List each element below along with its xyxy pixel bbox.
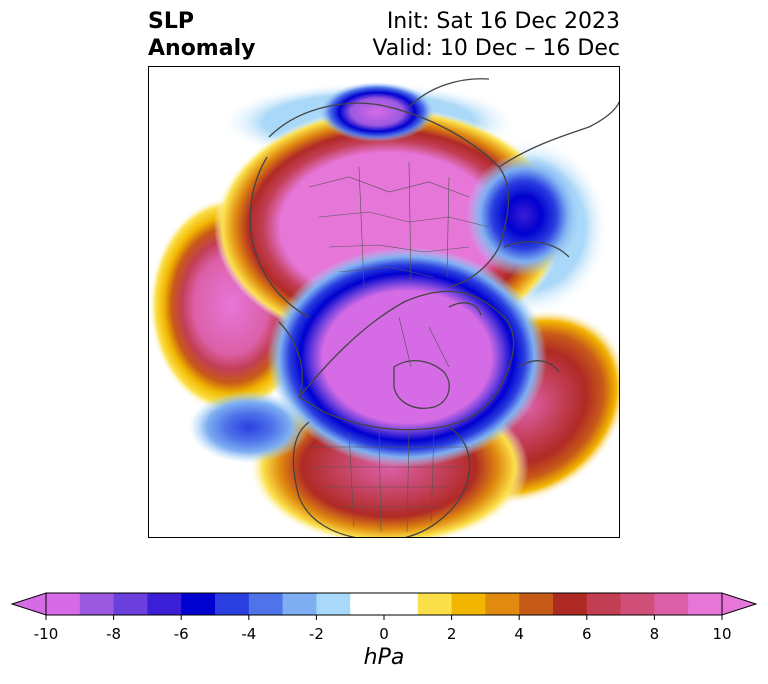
negative-anomaly-central (267, 247, 547, 467)
colorbar-tick-label: 0 (379, 625, 389, 643)
colorbar-tick-label: 2 (446, 625, 457, 643)
political-borders (308, 161, 490, 533)
colorbar-tick-label: -4 (241, 625, 257, 643)
slp-anomaly-map (149, 67, 619, 537)
colorbar-segment (620, 593, 655, 615)
colorbar-segment (181, 593, 216, 615)
colorbar-tick-label: -10 (33, 625, 59, 643)
colorbar-tick-label: -2 (308, 625, 324, 643)
valid-range: Valid: 10 Dec – 16 Dec (372, 36, 620, 61)
colorbar-segment (350, 593, 385, 615)
coastlines (249, 78, 619, 537)
colorbar-segment (519, 593, 554, 615)
colorbar-tick-label: -8 (106, 625, 122, 643)
colorbar-segment (215, 593, 250, 615)
colorbar-tick-label: 6 (582, 625, 592, 643)
colorbar-segment (113, 593, 148, 615)
map-date-range: Init: Sat 16 Dec 2023 Valid: 10 Dec – 16… (372, 8, 620, 62)
colorbar-segment (417, 593, 453, 615)
colorbar-segment (451, 593, 486, 615)
colorbar-segment (485, 593, 520, 615)
colorbar-segment (248, 593, 284, 615)
colorbar-unit-label: hPa (363, 645, 405, 670)
map-title: SLP Anomaly (148, 9, 256, 61)
negative-anomaly-east (466, 153, 582, 277)
colorbar-segment (586, 593, 622, 615)
colorbar-segment (79, 593, 115, 615)
colorbar-segment (688, 593, 723, 615)
colorbar-min-extend-arrow (10, 592, 47, 616)
colorbar-segment (553, 593, 588, 615)
colorbar-segment (316, 593, 351, 615)
colorbar-segment (654, 593, 689, 615)
map-panel (148, 66, 620, 538)
colorbar-tick-label: 10 (712, 625, 732, 643)
colorbar-segment (384, 593, 419, 615)
colorbar-segment (46, 593, 81, 615)
init-date: Init: Sat 16 Dec 2023 (386, 9, 620, 34)
colorbar-tick-label: 8 (649, 625, 660, 643)
colorbar-segment (282, 593, 317, 615)
negative-anomaly-southwest (189, 391, 309, 463)
colorbar-max-extend-arrow (721, 592, 758, 616)
negative-anomaly-top (319, 82, 435, 142)
colorbar (10, 592, 758, 620)
colorbar-segment (147, 593, 182, 615)
colorbar-tick-label: -6 (173, 625, 189, 643)
colorbar-tick-label: 4 (514, 625, 524, 643)
